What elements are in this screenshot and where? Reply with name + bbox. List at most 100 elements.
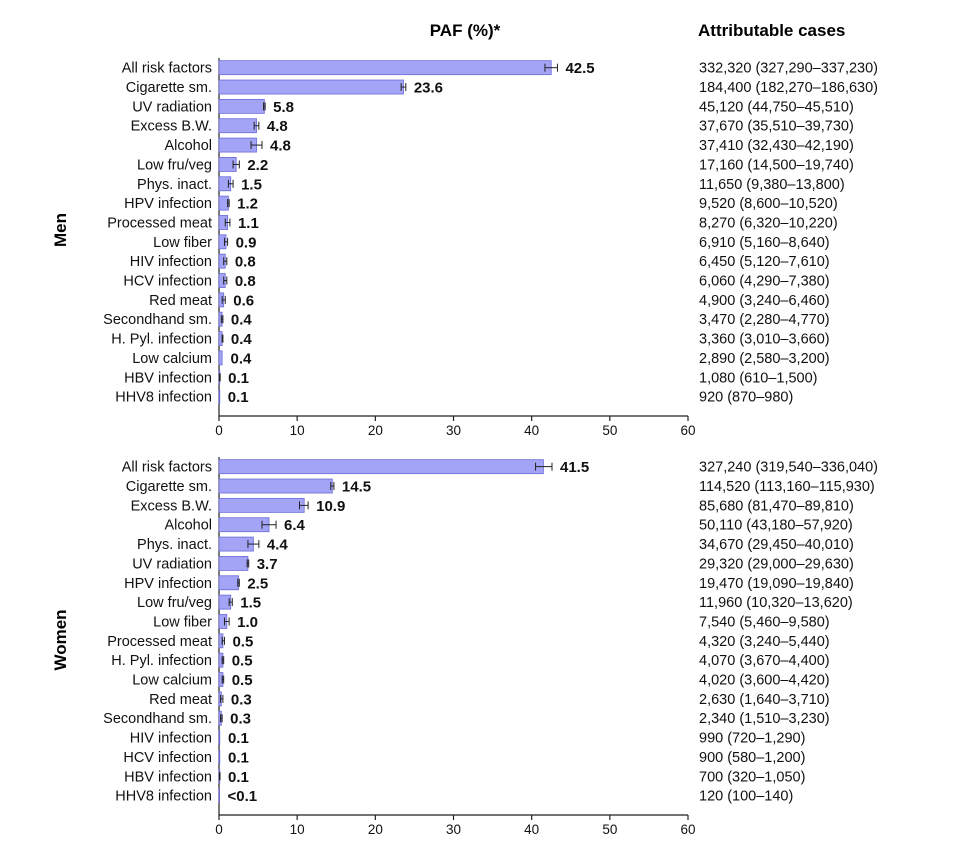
- women-value-label-hcv-infection: 0.1: [228, 749, 249, 766]
- men-value-label-hpv-infection: 1.2: [237, 196, 258, 213]
- men-cases-uv-radiation: 45,120 (44,750–45,510): [699, 99, 854, 115]
- men-value-label-red-meat: 0.6: [233, 292, 254, 309]
- women-category-phys-inact: Phys. inact.: [137, 537, 212, 553]
- men-value-label-hbv-infection: 0.1: [228, 370, 249, 387]
- men-cases-hhv8-infection: 920 (870–980): [699, 390, 793, 406]
- men-value-label-alcohol: 4.8: [270, 138, 291, 155]
- women-x-tick-label: 10: [290, 822, 305, 837]
- women-panel: Women 0 10 20 30 40 50 60 All risk factors 41.5 32…: [51, 457, 878, 837]
- men-category-red-meat: Red meat: [149, 293, 212, 309]
- men-category-excess-b-w: Excess B.W.: [131, 119, 212, 135]
- women-bar-uv-radiation: [218, 556, 249, 571]
- women-value-label-hhv8-infection: <0.1: [227, 788, 257, 805]
- women-x-tick-label: 40: [524, 822, 539, 837]
- women-value-label-low-fru-veg: 1.5: [240, 595, 261, 612]
- women-cases-processed-meat: 4,320 (3,240–5,440): [699, 634, 830, 650]
- men-category-low-fru-veg: Low fru/veg: [137, 157, 212, 173]
- women-cases-red-meat: 2,630 (1,640–3,710): [699, 692, 830, 708]
- women-bar-hcv-infection: [218, 749, 221, 765]
- women-category-uv-radiation: UV radiation: [132, 556, 212, 572]
- men-bar-excess-b-w: [218, 118, 257, 134]
- men-category-cigarette-sm: Cigarette sm.: [126, 80, 212, 96]
- men-x-tick-label: 60: [680, 423, 695, 438]
- men-category-alcohol: Alcohol: [164, 138, 212, 154]
- men-x-tick-label: 10: [290, 423, 305, 438]
- men-x-tick-label: 30: [446, 423, 461, 438]
- women-cases-alcohol: 50,110 (43,180–57,920): [699, 518, 853, 534]
- men-value-label-h-pyl-infection: 0.4: [231, 331, 253, 348]
- men-value-label-low-calcium: 0.4: [231, 350, 253, 367]
- men-cases-low-fru-veg: 17,160 (14,500–19,740): [699, 157, 854, 173]
- women-cases-hbv-infection: 700 (320–1,050): [699, 769, 805, 785]
- women-value-label-secondhand-sm: 0.3: [230, 711, 251, 728]
- women-bar-hpv-infection: [218, 575, 239, 591]
- women-category-processed-meat: Processed meat: [107, 634, 212, 650]
- men-cases-low-fiber: 6,910 (5,160–8,640): [699, 235, 830, 251]
- women-value-label-processed-meat: 0.5: [232, 633, 253, 650]
- women-category-hiv-infection: HIV infection: [130, 731, 212, 747]
- women-x-tick-label: 30: [446, 822, 461, 837]
- men-value-label-low-fru-veg: 2.2: [247, 157, 268, 174]
- men-category-hpv-infection: HPV infection: [124, 196, 212, 212]
- women-value-label-all-risk-factors: 41.5: [560, 459, 589, 476]
- women-category-hpv-infection: HPV infection: [124, 576, 212, 592]
- men-value-label-cigarette-sm: 23.6: [414, 80, 443, 97]
- men-value-label-excess-b-w: 4.8: [267, 118, 288, 135]
- women-value-label-low-fiber: 1.0: [237, 614, 258, 631]
- women-cases-all-risk-factors: 327,240 (319,540–336,040): [699, 460, 878, 476]
- women-value-label-low-calcium: 0.5: [232, 672, 253, 689]
- women-category-hhv8-infection: HHV8 infection: [115, 789, 212, 805]
- women-category-hbv-infection: HBV infection: [124, 769, 212, 785]
- men-category-h-pyl-infection: H. Pyl. infection: [111, 332, 212, 348]
- men-value-label-uv-radiation: 5.8: [273, 99, 294, 116]
- men-cases-low-calcium: 2,890 (2,580–3,200): [699, 351, 830, 367]
- women-cases-excess-b-w: 85,680 (81,470–89,810): [699, 498, 854, 514]
- men-value-label-hhv8-infection: 0.1: [228, 389, 249, 406]
- men-bar-all-risk-factors: [218, 60, 552, 76]
- women-category-low-calcium: Low calcium: [132, 673, 212, 689]
- women-value-label-hpv-infection: 2.5: [247, 575, 268, 592]
- men-x-tick-label: 0: [215, 423, 223, 438]
- paf-header: PAF (%)*: [430, 21, 501, 40]
- men-category-uv-radiation: UV radiation: [132, 99, 212, 115]
- men-value-label-processed-meat: 1.1: [238, 215, 259, 232]
- women-value-label-cigarette-sm: 14.5: [342, 479, 371, 496]
- women-cases-uv-radiation: 29,320 (29,000–29,630): [699, 556, 854, 572]
- women-cases-hpv-infection: 19,470 (19,090–19,840): [699, 576, 854, 592]
- men-x-tick-label: 20: [368, 423, 383, 438]
- men-cases-h-pyl-infection: 3,360 (3,010–3,660): [699, 332, 830, 348]
- women-value-label-h-pyl-infection: 0.5: [232, 653, 253, 670]
- men-cases-hiv-infection: 6,450 (5,120–7,610): [699, 254, 830, 270]
- men-cases-red-meat: 4,900 (3,240–6,460): [699, 293, 830, 309]
- men-bar-hpv-infection: [218, 195, 229, 211]
- women-bar-cigarette-sm: [218, 478, 333, 494]
- women-bar-hiv-infection: [218, 730, 221, 745]
- women-value-label-uv-radiation: 3.7: [257, 556, 278, 573]
- men-group-label: Men: [51, 213, 70, 247]
- women-x-tick-label: 50: [602, 822, 617, 837]
- women-cases-hhv8-infection: 120 (100–140): [699, 789, 793, 805]
- men-category-low-fiber: Low fiber: [153, 235, 212, 251]
- women-group-label: Women: [51, 609, 70, 670]
- women-category-low-fiber: Low fiber: [153, 614, 212, 630]
- men-cases-alcohol: 37,410 (32,430–42,190): [699, 138, 854, 154]
- men-value-label-hiv-infection: 0.8: [235, 254, 256, 271]
- men-cases-excess-b-w: 37,670 (35,510–39,730): [699, 119, 854, 135]
- men-cases-processed-meat: 8,270 (6,320–10,220): [699, 215, 838, 231]
- men-value-label-low-fiber: 0.9: [236, 234, 257, 251]
- women-x-tick-label: 20: [368, 822, 383, 837]
- women-category-red-meat: Red meat: [149, 692, 212, 708]
- women-cases-low-fiber: 7,540 (5,460–9,580): [699, 614, 830, 630]
- women-cases-low-calcium: 4,020 (3,600–4,420): [699, 673, 830, 689]
- men-category-all-risk-factors: All risk factors: [122, 61, 212, 77]
- women-cases-hcv-infection: 900 (580–1,200): [699, 750, 805, 766]
- men-category-hbv-infection: HBV infection: [124, 370, 212, 386]
- men-value-label-secondhand-sm: 0.4: [231, 312, 253, 329]
- men-bar-hhv8-infection: [218, 389, 221, 405]
- men-category-low-calcium: Low calcium: [132, 351, 212, 367]
- men-category-hhv8-infection: HHV8 infection: [115, 390, 212, 406]
- women-cases-phys-inact: 34,670 (29,450–40,010): [699, 537, 854, 553]
- men-value-label-all-risk-factors: 42.5: [565, 60, 594, 77]
- women-cases-cigarette-sm: 114,520 (113,160–115,930): [699, 479, 875, 495]
